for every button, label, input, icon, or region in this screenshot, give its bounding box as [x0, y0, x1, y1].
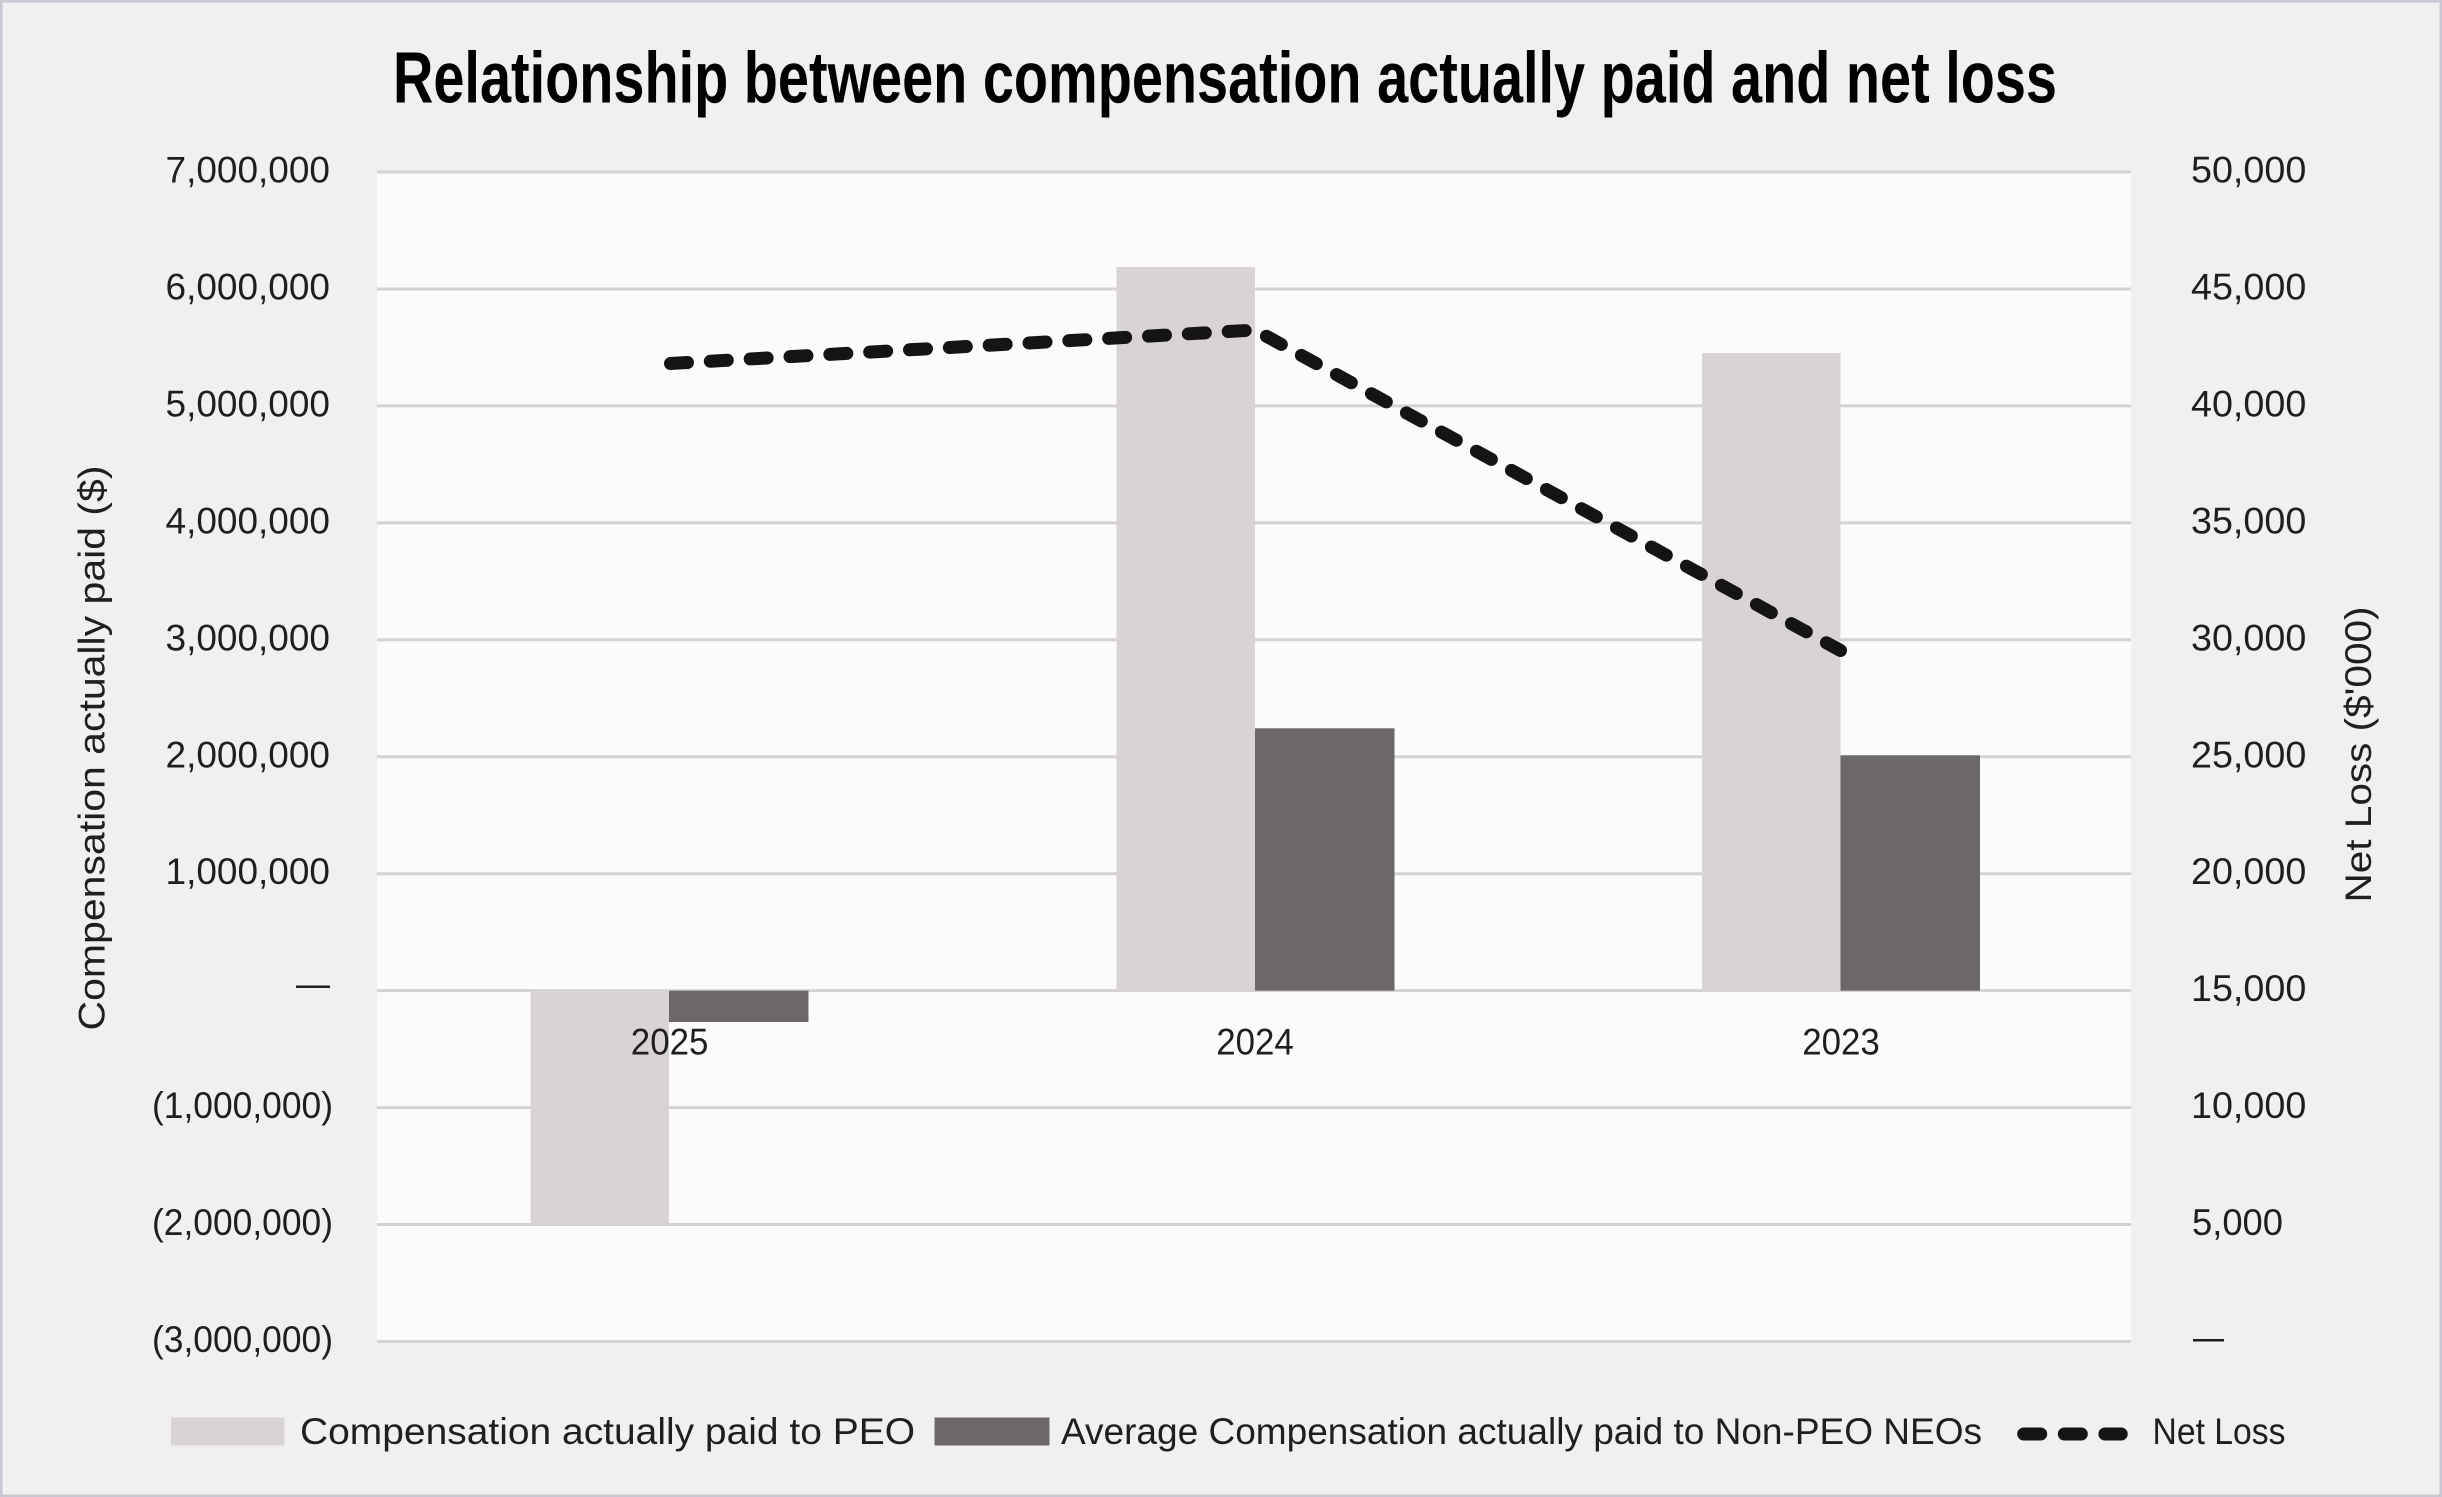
svg-text:2025: 2025 — [631, 1022, 709, 1063]
svg-text:(2,000,000): (2,000,000) — [152, 1202, 333, 1243]
svg-text:(1,000,000): (1,000,000) — [152, 1085, 333, 1126]
svg-text:Net Loss: Net Loss — [2153, 1411, 2286, 1452]
svg-text:50,000: 50,000 — [2191, 150, 2306, 191]
svg-text:1,000,000: 1,000,000 — [166, 851, 331, 892]
svg-text:20,000: 20,000 — [2191, 851, 2306, 892]
svg-text:6,000,000: 6,000,000 — [166, 267, 331, 308]
svg-text:Average Compensation actually: Average Compensation actually paid to No… — [1061, 1411, 1982, 1452]
svg-text:(3,000,000): (3,000,000) — [152, 1319, 333, 1360]
svg-text:7,000,000: 7,000,000 — [166, 150, 331, 191]
svg-text:Net Loss ($'000): Net Loss ($'000) — [2338, 607, 2379, 903]
svg-text:Relationship between compensat: Relationship between compensation actual… — [393, 39, 2057, 119]
svg-text:Compensation actually paid to: Compensation actually paid to PEO — [300, 1411, 915, 1452]
svg-text:45,000: 45,000 — [2191, 267, 2306, 308]
svg-text:2023: 2023 — [1802, 1022, 1880, 1063]
svg-text:25,000: 25,000 — [2191, 734, 2306, 775]
svg-text:3,000,000: 3,000,000 — [166, 617, 331, 658]
svg-text:15,000: 15,000 — [2191, 968, 2306, 1009]
svg-text:30,000: 30,000 — [2191, 617, 2306, 658]
svg-text:5,000,000: 5,000,000 — [166, 383, 331, 424]
svg-text:Compensation actually paid ($): Compensation actually paid ($) — [71, 466, 112, 1031]
svg-text:40,000: 40,000 — [2191, 383, 2306, 424]
svg-text:—: — — [296, 963, 330, 1004]
svg-text:5,000: 5,000 — [2192, 1202, 2283, 1243]
svg-text:—: — — [2193, 1317, 2224, 1358]
svg-text:4,000,000: 4,000,000 — [166, 500, 331, 541]
svg-text:2,000,000: 2,000,000 — [166, 734, 331, 775]
svg-text:2024: 2024 — [1216, 1022, 1294, 1063]
svg-text:35,000: 35,000 — [2191, 500, 2306, 541]
svg-text:10,000: 10,000 — [2191, 1085, 2306, 1126]
